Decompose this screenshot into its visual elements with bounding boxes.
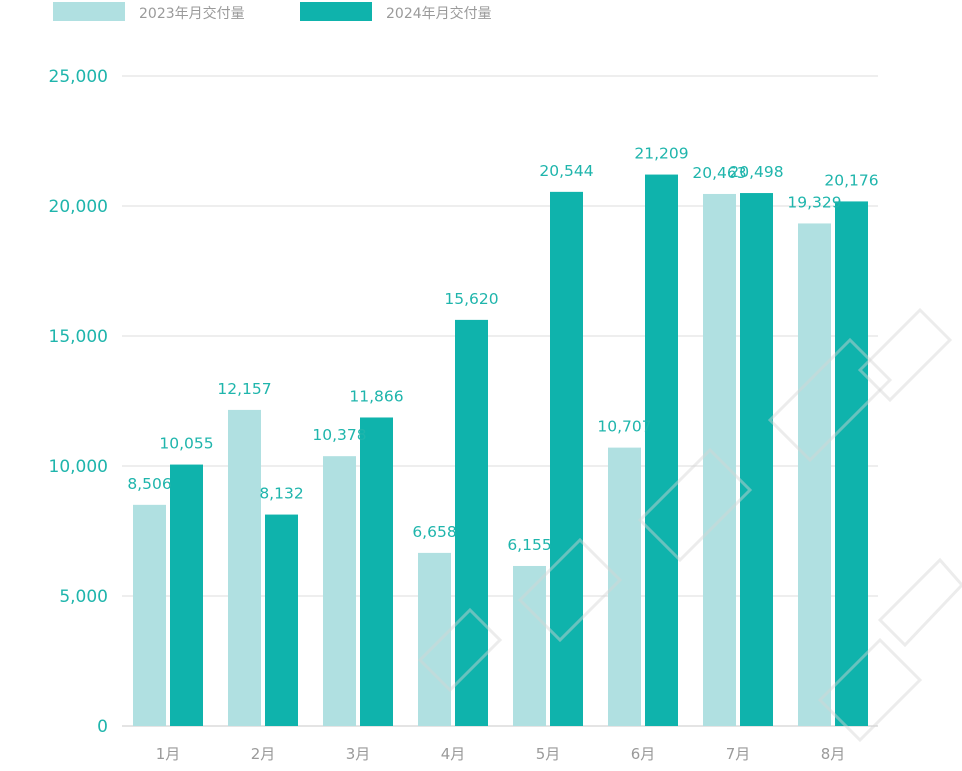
bar-2023-5 (513, 565, 546, 726)
watermark (417, 307, 962, 743)
y-tick-label: 0 (97, 717, 108, 737)
data-label-2023-5: 6,155 (507, 536, 551, 554)
data-label-2024-6: 21,209 (634, 145, 688, 163)
legend-swatch-1 (53, 2, 125, 21)
bar-2024-1 (170, 464, 203, 726)
x-axis: 1月 2月 3月 4月 5月 6月 7月 8月 (156, 745, 846, 763)
bar-2023-7 (703, 193, 736, 726)
data-label-2024-7: 20,498 (729, 163, 783, 181)
legend-label-1: 2023年月交付量 (139, 5, 245, 22)
bar-2024-5 (550, 191, 583, 726)
bar-2023-2 (228, 409, 261, 726)
bar-2024-2 (265, 514, 298, 726)
bar-2024-6 (645, 174, 678, 727)
bar-2024-7 (740, 193, 773, 726)
x-tick-label: 1月 (156, 745, 181, 763)
legend-label-2: 2024年月交付量 (386, 5, 492, 22)
data-label-2023-7: 20,463 (692, 164, 746, 182)
data-label-2024-5: 20,544 (539, 162, 593, 180)
bar-2024-8 (835, 201, 868, 726)
x-tick-label: 4月 (441, 745, 466, 763)
bar-2023-6 (608, 447, 641, 726)
data-label-2024-8: 20,176 (824, 171, 878, 189)
y-tick-label: 5,000 (59, 587, 108, 607)
data-label-2024-2: 8,132 (259, 485, 303, 503)
x-tick-label: 2月 (251, 745, 276, 763)
bar-2023-1 (133, 504, 166, 726)
legend: 2023年月交付量 2024年月交付量 (53, 2, 492, 22)
data-label-2023-8: 19,329 (787, 193, 841, 211)
bar-2023-8 (798, 223, 831, 727)
y-tick-label: 25,000 (49, 67, 108, 87)
y-tick-label: 15,000 (49, 327, 108, 347)
y-tick-label: 10,000 (49, 457, 108, 477)
data-label-2023-1: 8,506 (127, 475, 171, 493)
legend-swatch-2 (300, 2, 372, 21)
bar-2023-4 (418, 552, 451, 726)
data-label-2024-1: 10,055 (159, 435, 213, 453)
x-tick-label: 7月 (726, 745, 751, 763)
data-label-2023-4: 6,658 (412, 523, 456, 541)
data-label-2023-2: 12,157 (217, 380, 271, 398)
data-label-2023-3: 10,378 (312, 426, 366, 444)
data-label-2024-4: 15,620 (444, 290, 498, 308)
y-axis: 0 5,000 10,000 15,000 20,000 25,000 (49, 67, 108, 737)
x-tick-label: 5月 (536, 745, 561, 763)
x-tick-label: 6月 (631, 745, 656, 763)
x-tick-label: 3月 (346, 745, 371, 763)
bar-2023-3 (323, 456, 356, 726)
x-tick-label: 8月 (821, 745, 846, 763)
y-tick-label: 20,000 (49, 197, 108, 217)
data-label-2023-6: 10,707 (597, 418, 651, 436)
data-label-2024-3: 11,866 (349, 387, 403, 405)
bar-2024-3 (360, 417, 393, 726)
bars (133, 174, 868, 727)
data-labels: 8,506 10,055 12,157 8,132 10,378 11,866 6,658 1… (127, 145, 878, 554)
bar-2024-4 (455, 319, 488, 726)
